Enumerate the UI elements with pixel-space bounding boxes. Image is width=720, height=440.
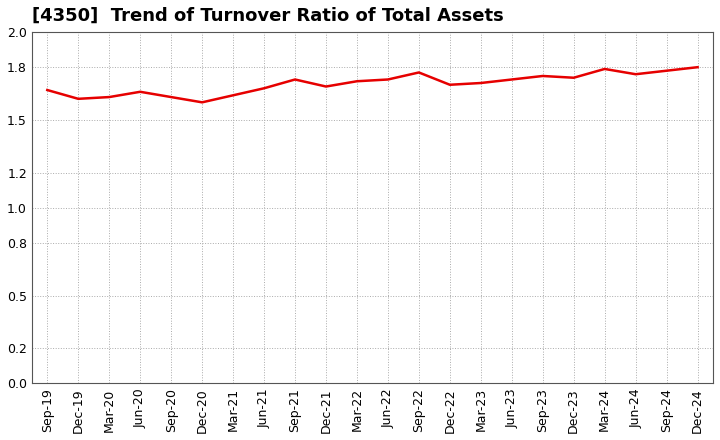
Text: [4350]  Trend of Turnover Ratio of Total Assets: [4350] Trend of Turnover Ratio of Total … (32, 7, 503, 25)
